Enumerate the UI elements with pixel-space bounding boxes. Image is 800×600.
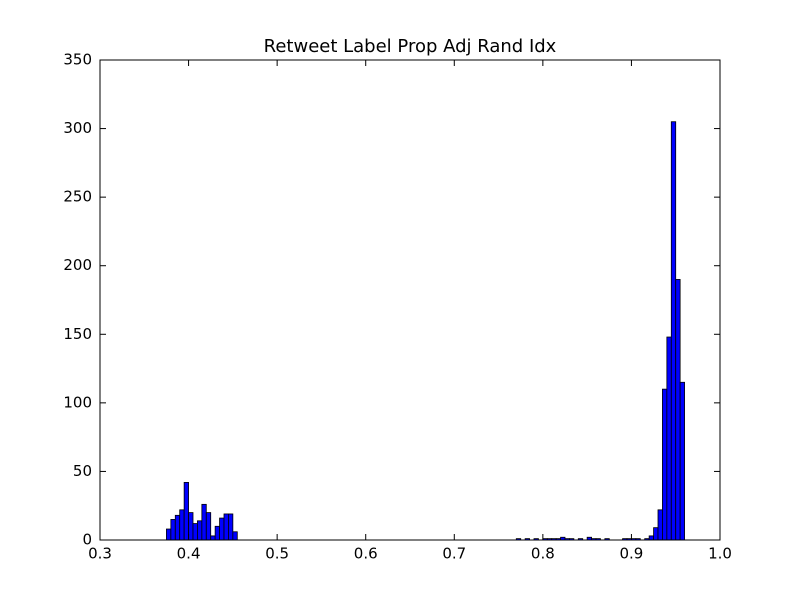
bar — [197, 520, 203, 541]
bar — [675, 279, 681, 541]
x-tick-label: 0.9 — [619, 545, 643, 563]
y-tick-label: 100 — [63, 393, 92, 411]
bar — [170, 519, 176, 541]
x-tick-label: 1.0 — [708, 545, 732, 563]
bar — [183, 481, 189, 541]
axes-frame — [99, 59, 721, 541]
bar — [232, 531, 238, 541]
bar — [666, 336, 672, 541]
bar — [223, 513, 229, 541]
bar — [657, 509, 663, 541]
x-tick-label: 0.5 — [265, 545, 289, 563]
bar — [648, 535, 654, 541]
bar — [662, 388, 668, 541]
x-tick-label: 0.6 — [354, 545, 378, 563]
chart-title: Retweet Label Prop Adj Rand Idx — [264, 36, 557, 57]
y-tick-label: 350 — [63, 51, 92, 69]
y-tick-label: 150 — [63, 325, 92, 343]
bar — [653, 527, 659, 541]
x-tick-label: 0.3 — [88, 545, 112, 563]
bar — [210, 535, 216, 541]
bar — [214, 525, 220, 541]
bar — [219, 517, 225, 541]
bar — [670, 121, 677, 541]
bar — [205, 512, 212, 541]
y-tick-label: 300 — [63, 119, 92, 137]
y-tick-label: 50 — [73, 462, 92, 480]
bar — [679, 381, 685, 541]
bar — [166, 528, 172, 541]
bar — [228, 513, 234, 541]
y-tick-label: 250 — [63, 188, 92, 206]
bar — [201, 503, 207, 541]
y-tick-label: 0 — [82, 531, 92, 549]
x-tick-label: 0.8 — [531, 545, 555, 563]
bar — [179, 509, 185, 541]
x-tick-label: 0.7 — [442, 545, 466, 563]
bar — [174, 514, 181, 541]
y-tick-label: 200 — [63, 256, 92, 274]
x-tick-label: 0.4 — [177, 545, 201, 563]
bar — [192, 523, 198, 541]
bar — [188, 512, 194, 541]
